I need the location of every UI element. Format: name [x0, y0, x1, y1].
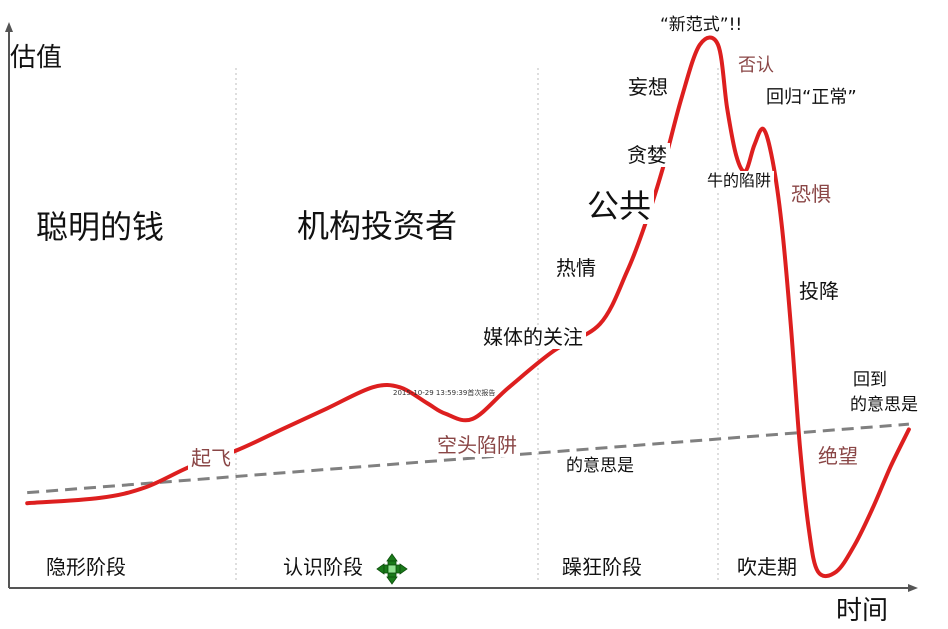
move-arrows-icon[interactable] — [376, 553, 408, 585]
annotation-despair: 绝望 — [815, 444, 861, 468]
annotation-media: 媒体的关注 — [480, 325, 586, 349]
phase-top-public: 公共 — [584, 188, 655, 224]
annotation-capitulation: 投降 — [796, 279, 842, 303]
phase-top-smart-money: 聪明的钱 — [36, 208, 165, 246]
x-axis-arrow — [908, 584, 918, 592]
annotation-return-mean-line2: 的意思是 — [850, 395, 918, 415]
bubble-curve-line — [25, 35, 911, 579]
phase-top-institutional: 机构投资者 — [294, 208, 461, 244]
annotation-new-paradigm: “新范式”!! — [660, 15, 743, 35]
phase-bottom-mania: 躁狂阶段 — [562, 555, 642, 579]
series-layer — [25, 35, 911, 579]
annotation-takeoff: 起飞 — [188, 446, 234, 470]
annotation-bull-trap: 牛的陷阱 — [704, 171, 775, 191]
annotation-fear: 恐惧 — [788, 182, 834, 206]
annotation-return-mean-line1: 回到 — [853, 370, 887, 390]
phase-bottom-awareness: 认识阶段 — [283, 555, 363, 579]
phase-bottom-stealth: 隐形阶段 — [46, 555, 126, 579]
y-axis-label: 估值 — [10, 43, 63, 73]
phase-dividers — [235, 68, 719, 580]
annotation-timestamp: 2015-10-29 13:59:39首次报告 — [393, 389, 496, 397]
phase-bottom-blowoff: 吹走期 — [737, 555, 797, 579]
y-axis-arrow — [5, 22, 13, 32]
annotation-mean-mid: 的意思是 — [563, 456, 637, 477]
annotation-bear-trap: 空头陷阱 — [434, 433, 520, 457]
annotation-return-normal: 回归“正常” — [763, 87, 860, 109]
annotation-greed: 贪婪 — [624, 143, 670, 167]
axes — [5, 22, 918, 592]
annotation-enthusiasm: 热情 — [553, 256, 599, 280]
annotation-delusion: 妄想 — [625, 75, 671, 99]
x-axis-label: 时间 — [836, 596, 889, 626]
annotation-denial: 否认 — [735, 55, 777, 77]
mean-trend-line — [27, 422, 910, 495]
